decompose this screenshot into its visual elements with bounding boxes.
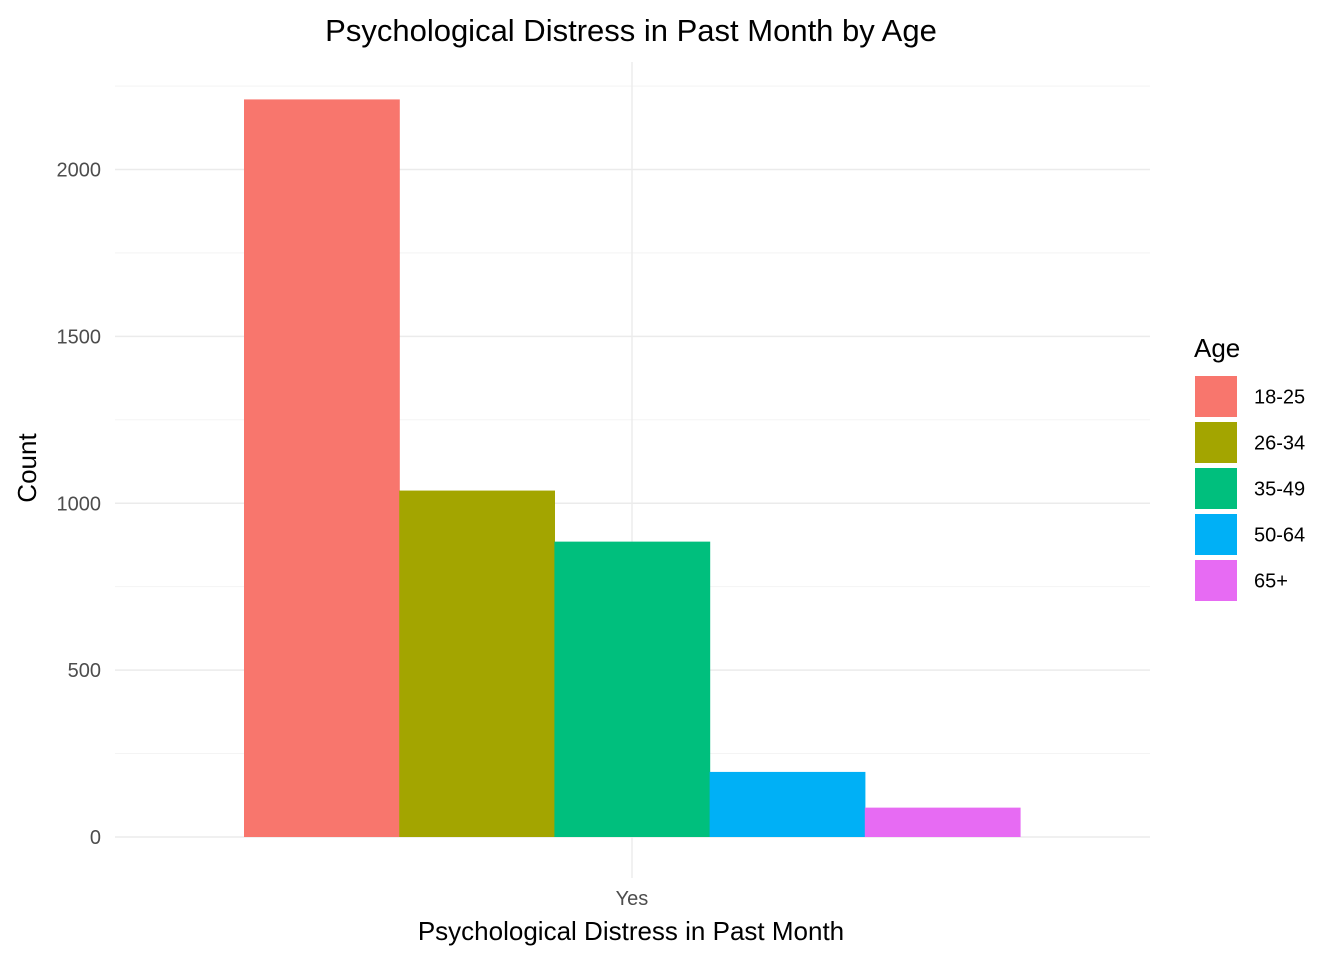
legend-key-18-25 <box>1195 376 1237 417</box>
legend-label-35-49: 35-49 <box>1254 479 1305 501</box>
y-tick-label: 2000 <box>57 160 102 182</box>
legend: Age 18-25 26-34 35-49 50-64 65+ <box>1194 333 1305 601</box>
y-tick-label: 1500 <box>57 326 102 348</box>
legend-items: 18-25 26-34 35-49 50-64 65+ <box>1195 376 1305 601</box>
x-axis-title: Psychological Distress in Past Month <box>418 916 844 946</box>
legend-title: Age <box>1194 333 1240 363</box>
legend-key-26-34 <box>1195 422 1237 463</box>
legend-key-65+ <box>1195 560 1237 601</box>
chart-title: Psychological Distress in Past Month by … <box>325 13 937 48</box>
legend-label-50-64: 50-64 <box>1254 525 1305 547</box>
legend-label-18-25: 18-25 <box>1254 387 1305 409</box>
x-axis-ticks: Yes <box>616 888 649 910</box>
y-tick-label: 0 <box>90 827 101 849</box>
bar-18-25 <box>244 99 400 838</box>
bar-50-64 <box>709 771 866 837</box>
y-tick-label: 1000 <box>57 493 102 515</box>
bar-65+ <box>864 807 1021 837</box>
bar-35-49 <box>554 541 711 837</box>
bars <box>244 99 1021 838</box>
y-axis-ticks: 0 500 1000 1500 2000 <box>57 160 102 850</box>
legend-key-50-64 <box>1195 514 1237 555</box>
legend-label-26-34: 26-34 <box>1254 433 1305 455</box>
y-tick-label: 500 <box>68 660 101 682</box>
y-axis-title: Count <box>12 433 42 503</box>
x-tick-label: Yes <box>616 888 649 910</box>
legend-label-65+: 65+ <box>1254 571 1288 593</box>
bar-26-34 <box>399 490 555 837</box>
legend-key-35-49 <box>1195 468 1237 509</box>
